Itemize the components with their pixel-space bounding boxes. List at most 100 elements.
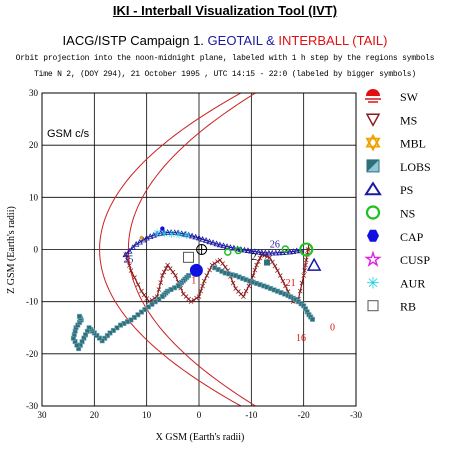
geotail-point: ✕ (143, 294, 150, 303)
geotail-point: ✕ (277, 272, 284, 281)
ns-point (224, 248, 232, 256)
geotail-point: ✕ (157, 278, 164, 287)
interball-point (152, 299, 158, 305)
geotail-point: ✕ (188, 298, 195, 307)
geotail-title: GEOTAIL (207, 33, 263, 48)
geotail-point: ✕ (180, 290, 187, 299)
legend-item: RB (367, 300, 416, 314)
ps-point (174, 229, 182, 236)
hour-label: 16 (296, 333, 306, 344)
geotail-point: ✕ (185, 295, 192, 304)
sun-icon (365, 89, 381, 103)
aur-point: ✳ (160, 227, 169, 240)
geotail-point: ✕ (138, 287, 145, 296)
ps-point (251, 248, 259, 254)
ps-point (202, 237, 210, 243)
interball-point (94, 332, 100, 338)
ps-point (182, 230, 189, 237)
hour-label: 1 (191, 275, 196, 286)
geotail-point: ✕ (199, 282, 206, 291)
geotail-point: ✕ (301, 266, 308, 275)
geotail-point: ✕ (305, 245, 312, 254)
aur-point: ✳ (182, 229, 191, 242)
interball-point (149, 301, 155, 307)
hexagon-icon (367, 229, 379, 242)
geotail-point: ✕ (274, 266, 281, 275)
geotail-point: ✕ (159, 272, 166, 281)
projection-subtitle: Orbit projection into the noon-midnight … (15, 54, 435, 63)
legend-label: CUSP (400, 253, 430, 267)
plot-frame (41, 92, 357, 407)
interball-point (114, 325, 120, 331)
title-ampersand: & (266, 33, 275, 48)
asterisk-icon: ✳ (366, 273, 379, 292)
geotail-point: ✕ (250, 271, 257, 280)
legend-label: MBL (400, 137, 426, 151)
ps-point (248, 247, 255, 254)
frame-label: GSM c/s (47, 128, 90, 140)
hour-label: 2 (251, 252, 256, 263)
interball-point (138, 309, 144, 315)
geotail-point: ✕ (245, 282, 252, 291)
x-tick-label: 20 (90, 410, 100, 420)
geotail-point: ✕ (269, 258, 276, 267)
x-tick-label: 30 (38, 410, 48, 420)
ps-point (161, 229, 168, 236)
legend-label: PS (400, 183, 413, 197)
ps-point (188, 232, 196, 239)
geotail-point: ✕ (196, 292, 203, 301)
geotail-point: ✕ (161, 268, 168, 277)
x-tick-label: -30 (350, 410, 362, 420)
cap-point (160, 226, 165, 231)
geotail-point: ✕ (206, 266, 213, 275)
geotail-point: ✕ (217, 256, 224, 265)
cap-marker (189, 263, 203, 277)
ns-marker (299, 242, 314, 257)
legend-label: NS (400, 207, 415, 221)
geotail-point: ✕ (131, 273, 138, 282)
y-tick-label: -10 (26, 297, 38, 307)
geotail-point: ✕ (177, 284, 184, 293)
geotail-point: ✕ (299, 279, 306, 288)
rb-marker (183, 251, 195, 263)
geotail-point: ✕ (170, 268, 177, 277)
ps-point (126, 247, 133, 254)
x-axis-label: X GSM (Earth's radii) (156, 432, 245, 443)
y-tick-label: -30 (26, 401, 38, 411)
legend-item: NS (365, 205, 415, 221)
hour-label: 25 (123, 255, 133, 266)
legend-label: LOBS (400, 160, 431, 174)
interball-title: INTERBALL (TAIL) (278, 33, 388, 48)
interball-point (131, 314, 137, 320)
geotail-point: ✕ (303, 256, 310, 265)
geotail-point: ✕ (222, 263, 229, 272)
ps-point (255, 248, 262, 255)
ps-point (164, 228, 171, 235)
x-tick-label: 0 (197, 410, 202, 420)
geotail-point: ✕ (282, 282, 289, 291)
ps-point (157, 229, 164, 236)
interball-point (135, 312, 141, 318)
campaign-title: IACG/ISTP Campaign 1. GEOTAIL & INTERBAL… (0, 33, 450, 48)
time-line: Time N 2, (DOY 294), 21 October 1995 , U… (34, 70, 416, 79)
hour-label: 21 (286, 278, 296, 289)
geotail-point: ✕ (258, 251, 265, 260)
legend-item: SW (365, 89, 419, 104)
geotail-point: ✕ (264, 252, 271, 261)
geotail-point: ✕ (126, 261, 133, 270)
legend-item: MBL (365, 133, 426, 152)
geotail-point: ✕ (214, 258, 221, 267)
geotail-point: ✕ (272, 262, 279, 271)
legend-label: MS (400, 113, 417, 127)
geotail-point: ✕ (172, 272, 179, 281)
geotail-point: ✕ (193, 294, 200, 303)
geotail-point: ✕ (261, 252, 268, 261)
interball-point (142, 307, 148, 313)
ps-point (272, 249, 280, 256)
aur-point: ✳ (175, 228, 184, 241)
ps-marker (306, 257, 322, 271)
interball-point (110, 327, 116, 333)
legend-label: SW (400, 90, 419, 104)
hour-label: 0 (330, 322, 335, 333)
